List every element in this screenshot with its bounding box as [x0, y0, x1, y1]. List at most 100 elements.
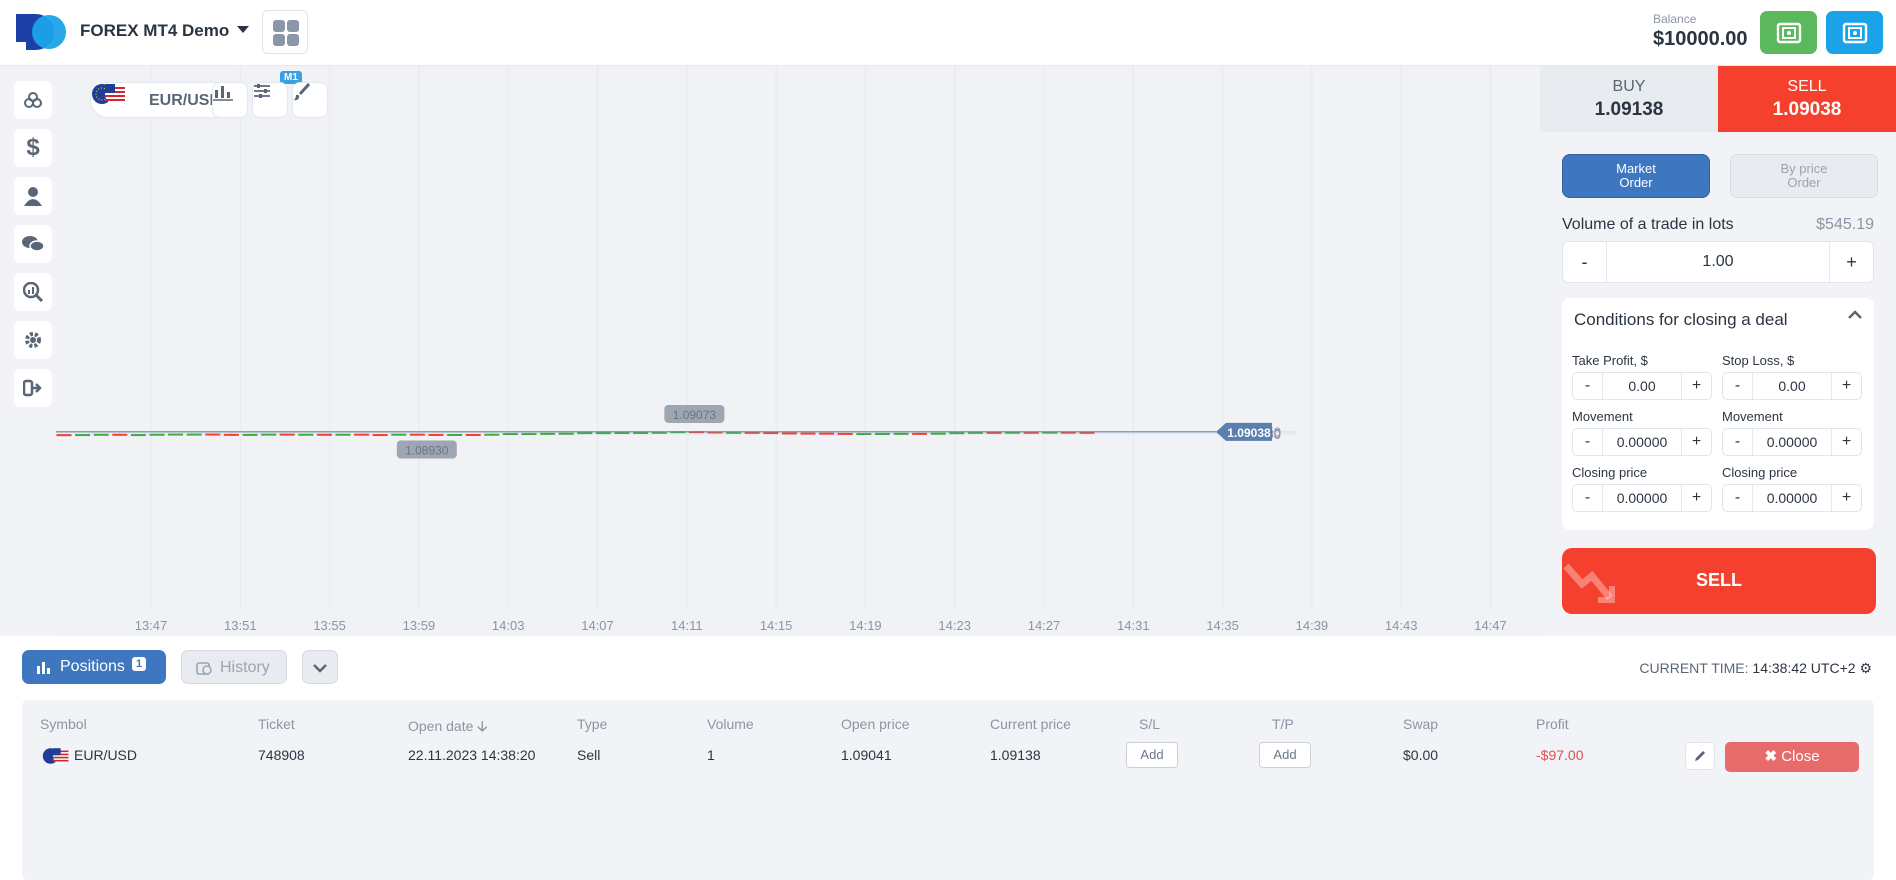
column-header: Volume: [707, 716, 754, 732]
closing-tp-stepper[interactable]: -0.00000 +: [1572, 484, 1712, 512]
pair-label: EUR/USD: [149, 92, 222, 109]
row-current-price: 1.09138: [990, 747, 1041, 763]
price-chart[interactable]: 1.090501.090001.0895013:4713:5113:5513:5…: [56, 66, 1540, 636]
increase-button[interactable]: +: [1831, 429, 1861, 455]
stop-loss-input[interactable]: 0.00: [1778, 378, 1806, 394]
take-profit-stepper[interactable]: - 0.00 +: [1572, 372, 1712, 400]
candle-body: [1060, 431, 1076, 434]
chevron-up-icon[interactable]: [1848, 310, 1862, 320]
indicators-button[interactable]: [252, 82, 288, 118]
decrease-button[interactable]: -: [1573, 429, 1603, 455]
movement-sl-stepper[interactable]: -0.00000 +: [1722, 428, 1862, 456]
withdraw-button[interactable]: [1826, 11, 1883, 54]
candle-body: [726, 431, 742, 434]
movement-tp-input[interactable]: 0.00000: [1616, 434, 1668, 450]
history-icon: [196, 662, 212, 675]
deposit-button[interactable]: [1760, 11, 1817, 54]
sell-button[interactable]: SELL: [1562, 548, 1876, 614]
decrease-button[interactable]: -: [1573, 373, 1603, 399]
column-header: Type: [577, 716, 608, 732]
increase-button[interactable]: +: [1831, 485, 1861, 511]
decrease-button[interactable]: -: [1573, 485, 1603, 511]
decrease-button[interactable]: -: [1723, 429, 1753, 455]
sell-tab[interactable]: SELL 1.09038: [1718, 66, 1896, 132]
by-price-order-button[interactable]: By price Order: [1730, 154, 1878, 198]
x-tick-label: 14:11: [671, 618, 703, 633]
sidebar-item-analysis[interactable]: [14, 273, 52, 311]
buy-tab[interactable]: BUY 1.09138: [1540, 66, 1718, 132]
movement-sl-input[interactable]: 0.00000: [1766, 434, 1818, 450]
expand-panel-button[interactable]: [302, 650, 338, 684]
balance-value: $10000.00: [1653, 28, 1748, 50]
eur-usd-flag-icon: [42, 748, 69, 764]
column-header-open-date[interactable]: Open date 🡣: [408, 718, 488, 734]
sliders-icon: [254, 84, 270, 98]
sidebar-item-chat[interactable]: [14, 225, 52, 263]
arrow-down-icon: 🡣: [477, 718, 488, 734]
positions-table: Symbol Ticket Open date 🡣 Type Volume Op…: [22, 700, 1874, 880]
candle-body: [354, 433, 370, 436]
column-header: Current price: [990, 716, 1071, 732]
volume-decrease-button[interactable]: -: [1563, 242, 1607, 282]
candle-body: [149, 433, 165, 436]
x-tick-label: 13:55: [313, 618, 346, 633]
stop-loss-stepper[interactable]: - 0.00 +: [1722, 372, 1862, 400]
close-icon: ✖: [1764, 748, 1778, 765]
row-swap: $0.00: [1403, 747, 1439, 763]
closing-sl-input[interactable]: 0.00000: [1766, 490, 1818, 506]
x-tick-label: 14:35: [1206, 618, 1239, 633]
chart-type-button[interactable]: [212, 82, 248, 118]
add-stop-loss-button[interactable]: Add: [1126, 742, 1178, 768]
sidebar-item-profile[interactable]: [14, 177, 52, 215]
tab-history[interactable]: History: [181, 650, 287, 684]
candle-body: [967, 431, 983, 434]
timeframe-badge: M1: [280, 71, 302, 84]
bar-chart-icon: [37, 662, 50, 674]
market-order-button[interactable]: Market Order: [1562, 154, 1710, 198]
layout-grid-button[interactable]: [262, 10, 308, 54]
close-position-button[interactable]: ✖ Close: [1725, 742, 1859, 772]
column-header: Profit: [1536, 716, 1569, 732]
x-tick-label: 13:47: [135, 618, 168, 633]
take-profit-input[interactable]: 0.00: [1628, 378, 1656, 394]
sidebar-item-finance[interactable]: $: [14, 129, 52, 167]
volume-increase-button[interactable]: +: [1829, 242, 1873, 282]
sidebar-item-logout[interactable]: [14, 369, 52, 407]
positions-count-badge: 1: [132, 657, 147, 671]
gear-icon[interactable]: ⚙: [1859, 660, 1872, 676]
add-take-profit-button[interactable]: Add: [1259, 742, 1311, 768]
drawing-tools-button[interactable]: [292, 82, 328, 118]
movement-tp-stepper[interactable]: -0.00000 +: [1572, 428, 1712, 456]
candle-body: [409, 433, 425, 436]
decrease-button[interactable]: -: [1723, 373, 1753, 399]
increase-button[interactable]: +: [1681, 485, 1711, 511]
candle-body: [949, 432, 965, 435]
candle-body: [837, 432, 853, 435]
candle-body: [707, 431, 723, 434]
eur-usd-flag-icon: [92, 84, 125, 104]
closing-tp-input[interactable]: 0.00000: [1616, 490, 1668, 506]
closing-sl-stepper[interactable]: -0.00000 +: [1722, 484, 1862, 512]
account-name[interactable]: FOREX MT4 Demo: [80, 21, 230, 40]
candlestick-chart[interactable]: 1.090501.090001.0895013:4713:5113:5513:5…: [56, 66, 1540, 636]
volume-stepper[interactable]: - 1.00 +: [1562, 241, 1874, 283]
increase-button[interactable]: +: [1831, 373, 1861, 399]
edit-position-button[interactable]: [1685, 742, 1715, 770]
increase-button[interactable]: +: [1681, 373, 1711, 399]
x-tick-label: 14:07: [581, 618, 614, 633]
decrease-button[interactable]: -: [1723, 485, 1753, 511]
low-label: 1.08930: [405, 443, 449, 457]
column-header: T/P: [1272, 716, 1294, 732]
candle-body: [205, 433, 221, 436]
sidebar-item-analytics[interactable]: [14, 81, 52, 119]
volume-input[interactable]: 1.00: [1702, 253, 1734, 270]
current-price-label: 1.09038: [1227, 426, 1271, 440]
increase-button[interactable]: +: [1681, 429, 1711, 455]
column-header: S/L: [1139, 716, 1161, 732]
chevron-down-icon[interactable]: [237, 26, 249, 33]
candle-body: [633, 431, 649, 434]
tab-positions[interactable]: Positions 1: [22, 650, 166, 684]
pencil-icon: [1695, 751, 1705, 761]
sidebar-item-settings[interactable]: [14, 321, 52, 359]
sell-label: SELL: [1787, 78, 1827, 95]
